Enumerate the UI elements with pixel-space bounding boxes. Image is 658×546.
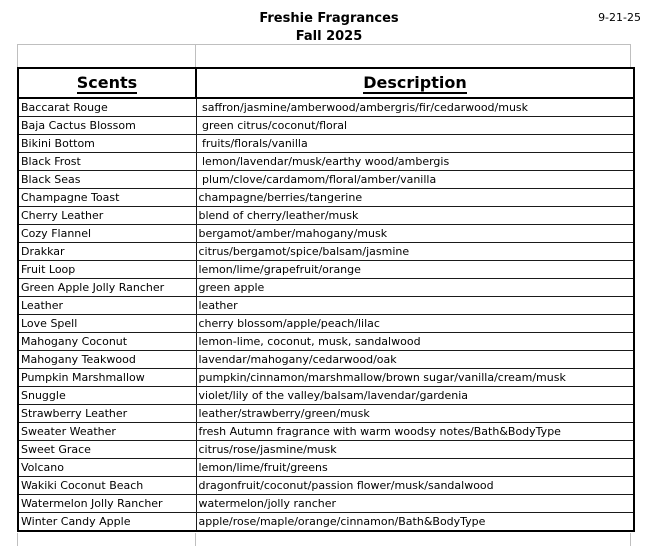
scent-cell: Cozy Flannel [17, 224, 197, 243]
description-cell: lemon/lavendar/musk/earthy wood/ambergis [195, 152, 635, 171]
table-row: Bikini Bottom fruits/florals/vanilla [17, 134, 635, 153]
scent-cell: Snuggle [17, 386, 197, 405]
scent-cell: Sweater Weather [17, 422, 197, 441]
table-row: Pumpkin Marshmallow pumpkin/cinnamon/mars… [17, 368, 635, 387]
description-cell: lemon-lime, coconut, musk, sandalwood [195, 332, 635, 351]
table-row: Wakiki Coconut Beach dragonfruit/coconut/… [17, 476, 635, 495]
description-cell: fresh Autumn fragrance with warm woodsy … [195, 422, 635, 441]
description-cell: pumpkin/cinnamon/marshmallow/brown sugar… [195, 368, 635, 387]
column-header-description: Description [195, 67, 635, 99]
scent-cell: Leather [17, 296, 197, 315]
table-row: Mahogany Coconut lemon-lime, coconut, mus… [17, 332, 635, 351]
fragrance-table-body: Baccarat Rouge saffron/jasmine/amberwood… [17, 97, 635, 532]
description-cell: citrus/bergamot/spice/balsam/jasmine [195, 242, 635, 261]
description-cell: green apple [195, 278, 635, 297]
table-row: Winter Candy Apple apple/rose/maple/orang… [17, 512, 635, 532]
description-cell: dragonfruit/coconut/passion flower/musk/… [195, 476, 635, 495]
scent-cell: Love Spell [17, 314, 197, 333]
scent-cell: Bikini Bottom [17, 134, 197, 153]
scent-cell: Baja Cactus Blossom [17, 116, 197, 135]
table-row: Champagne Toast champagne/berries/tangeri… [17, 188, 635, 207]
page-subtitle: Fall 2025 [295, 29, 363, 44]
date-label: 9-21-25 [598, 11, 641, 24]
description-cell: lavendar/mahogany/cedarwood/oak [195, 350, 635, 369]
scent-cell: Fruit Loop [17, 260, 197, 279]
description-cell: fruits/florals/vanilla [195, 134, 635, 153]
table-row: Snuggle violet/lily of the valley/balsam/… [17, 386, 635, 405]
page-title: Freshie Fragrances [259, 11, 399, 26]
table-header-row: Scents Description [17, 67, 635, 99]
table-row: Cozy Flannel bergamot/amber/mahogany/musk [17, 224, 635, 243]
scent-cell: Sweet Grace [17, 440, 197, 459]
description-cell: leather/strawberry/green/musk [195, 404, 635, 423]
scent-cell: Mahogany Teakwood [17, 350, 197, 369]
scent-cell: Wakiki Coconut Beach [17, 476, 197, 495]
column-header-description-label: Description [363, 72, 467, 94]
description-cell: blend of cherry/leather/musk [195, 206, 635, 225]
table-spacer-row-bottom [17, 533, 631, 546]
scent-cell: Baccarat Rouge [17, 97, 197, 117]
description-cell: lemon/lime/fruit/greens [195, 458, 635, 477]
table-row: Sweater Weather fresh Autumn fragrance wi… [17, 422, 635, 441]
table-row: Strawberry Leather leather/strawberry/gre… [17, 404, 635, 423]
description-cell: saffron/jasmine/amberwood/ambergris/fir/… [195, 97, 635, 117]
description-cell: bergamot/amber/mahogany/musk [195, 224, 635, 243]
table-row: Love Spell cherry blossom/apple/peach/lil… [17, 314, 635, 333]
scent-cell: Winter Candy Apple [17, 512, 197, 532]
table-row: Volcano lemon/lime/fruit/greens [17, 458, 635, 477]
description-cell: citrus/rose/jasmine/musk [195, 440, 635, 459]
table-row: Sweet Grace citrus/rose/jasmine/musk [17, 440, 635, 459]
table-row: Fruit Loop lemon/lime/grapefruit/orange [17, 260, 635, 279]
scent-cell: Black Seas [17, 170, 197, 189]
description-cell: cherry blossom/apple/peach/lilac [195, 314, 635, 333]
description-cell: apple/rose/maple/orange/cinnamon/Bath&Bo… [195, 512, 635, 532]
column-header-scents: Scents [17, 67, 197, 99]
table-row: Mahogany Teakwood lavendar/mahogany/cedar… [17, 350, 635, 369]
document-header: Freshie Fragrances Fall 2025 [0, 0, 658, 46]
table-row: Black Frost lemon/lavendar/musk/earthy w… [17, 152, 635, 171]
scent-cell: Mahogany Coconut [17, 332, 197, 351]
scent-cell: Volcano [17, 458, 197, 477]
scent-cell: Champagne Toast [17, 188, 197, 207]
scent-cell: Drakkar [17, 242, 197, 261]
description-cell: lemon/lime/grapefruit/orange [195, 260, 635, 279]
table-row: Green Apple Jolly Rancher green apple [17, 278, 635, 297]
description-cell: leather [195, 296, 635, 315]
column-divider-line [195, 533, 196, 546]
table-row: Black Seas plum/clove/cardamom/floral/am… [17, 170, 635, 189]
scent-cell: Green Apple Jolly Rancher [17, 278, 197, 297]
table-row: Drakkar citrus/bergamot/spice/balsam/jasm… [17, 242, 635, 261]
scent-cell: Pumpkin Marshmallow [17, 368, 197, 387]
column-divider-line [195, 45, 196, 67]
column-header-scents-label: Scents [76, 72, 138, 94]
description-cell: champagne/berries/tangerine [195, 188, 635, 207]
description-cell: plum/clove/cardamom/floral/amber/vanilla [195, 170, 635, 189]
table-row: Baja Cactus Blossom green citrus/coconut… [17, 116, 635, 135]
table-row: Leather leather [17, 296, 635, 315]
description-cell: green citrus/coconut/floral [195, 116, 635, 135]
fragrance-table: Scents Description Baccarat Rouge saffro… [17, 67, 635, 532]
scent-cell: Watermelon Jolly Rancher [17, 494, 197, 513]
table-row: Baccarat Rouge saffron/jasmine/amberwood… [17, 97, 635, 117]
description-cell: violet/lily of the valley/balsam/lavenda… [195, 386, 635, 405]
table-row: Cherry Leather blend of cherry/leather/mu… [17, 206, 635, 225]
table-row: Watermelon Jolly Rancher watermelon/jolly… [17, 494, 635, 513]
description-cell: watermelon/jolly rancher [195, 494, 635, 513]
scent-cell: Black Frost [17, 152, 197, 171]
scent-cell: Cherry Leather [17, 206, 197, 225]
scent-cell: Strawberry Leather [17, 404, 197, 423]
table-spacer-row-top [17, 44, 631, 67]
